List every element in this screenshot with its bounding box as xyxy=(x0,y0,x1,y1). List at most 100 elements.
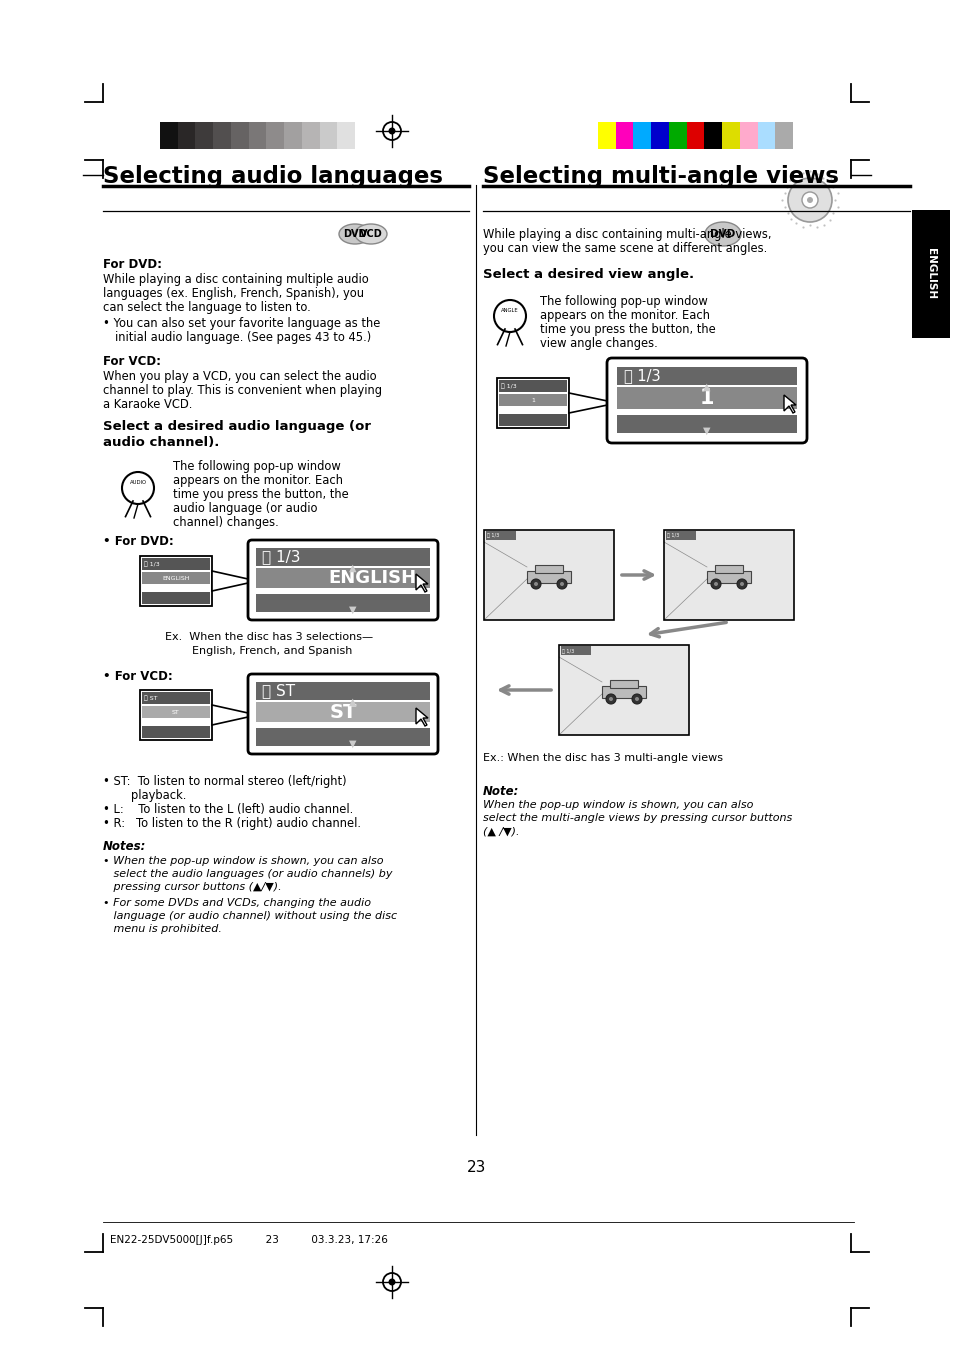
Bar xyxy=(663,530,793,620)
Bar xyxy=(337,122,355,149)
Text: menu is prohibited.: menu is prohibited. xyxy=(103,924,222,934)
Bar xyxy=(483,530,614,620)
Text: 📷 1/3: 📷 1/3 xyxy=(500,384,517,389)
Text: initial audio language. (See pages 43 to 45.): initial audio language. (See pages 43 to… xyxy=(115,331,371,345)
Bar xyxy=(160,122,177,149)
Text: DVD: DVD xyxy=(710,230,735,239)
Bar xyxy=(558,644,688,735)
Bar xyxy=(617,415,796,434)
Text: ▲: ▲ xyxy=(349,697,356,707)
Bar xyxy=(255,594,430,612)
Bar xyxy=(535,565,562,573)
Bar xyxy=(140,557,212,607)
Circle shape xyxy=(534,582,537,586)
Text: select the multi-angle views by pressing cursor buttons: select the multi-angle views by pressing… xyxy=(482,813,791,823)
Bar xyxy=(911,209,949,338)
Text: VCD: VCD xyxy=(359,230,382,239)
Text: ANGLE: ANGLE xyxy=(500,308,518,312)
Bar xyxy=(703,122,721,149)
Bar xyxy=(284,122,301,149)
Circle shape xyxy=(635,697,639,701)
Bar xyxy=(651,122,668,149)
Polygon shape xyxy=(783,394,795,413)
Circle shape xyxy=(559,582,563,586)
Text: The following pop-up window: The following pop-up window xyxy=(172,459,340,473)
Text: Select a desired view angle.: Select a desired view angle. xyxy=(482,267,694,281)
Bar xyxy=(255,703,430,721)
Text: time you press the button, the: time you press the button, the xyxy=(539,323,715,336)
Text: Ex.  When the disc has 3 selections—: Ex. When the disc has 3 selections— xyxy=(165,632,373,642)
Bar xyxy=(142,571,210,584)
Text: 23: 23 xyxy=(467,1161,486,1175)
Bar xyxy=(706,571,750,584)
Text: appears on the monitor. Each: appears on the monitor. Each xyxy=(172,474,343,486)
Bar xyxy=(598,122,615,149)
Text: English, French, and Spanish: English, French, and Spanish xyxy=(192,646,352,657)
Bar xyxy=(526,571,571,584)
Text: (▲ /▼).: (▲ /▼). xyxy=(482,825,519,836)
Circle shape xyxy=(531,580,540,589)
Ellipse shape xyxy=(355,224,387,245)
Text: The following pop-up window: The following pop-up window xyxy=(539,295,707,308)
Bar xyxy=(319,122,337,149)
Ellipse shape xyxy=(704,222,740,246)
Text: channel to play. This is convenient when playing: channel to play. This is convenient when… xyxy=(103,384,381,397)
Circle shape xyxy=(605,694,616,704)
Circle shape xyxy=(608,697,613,701)
Text: Selecting audio languages: Selecting audio languages xyxy=(103,165,442,188)
Polygon shape xyxy=(212,705,256,725)
Text: select the audio languages (or audio channels) by: select the audio languages (or audio cha… xyxy=(103,869,392,880)
Bar xyxy=(615,122,633,149)
Bar xyxy=(668,122,686,149)
Text: For DVD:: For DVD: xyxy=(103,258,162,272)
Text: pressing cursor buttons (▲/▼).: pressing cursor buttons (▲/▼). xyxy=(103,882,281,892)
Text: you can view the same scene at different angles.: you can view the same scene at different… xyxy=(482,242,766,255)
Text: channel) changes.: channel) changes. xyxy=(172,516,278,530)
Polygon shape xyxy=(416,708,428,725)
Bar xyxy=(142,558,210,570)
Bar xyxy=(142,707,210,717)
Circle shape xyxy=(557,580,566,589)
Bar xyxy=(231,122,249,149)
Text: Ex.: When the disc has 3 multi-angle views: Ex.: When the disc has 3 multi-angle vie… xyxy=(482,753,722,763)
Circle shape xyxy=(122,471,153,504)
Text: • For DVD:: • For DVD: xyxy=(103,535,173,549)
Circle shape xyxy=(737,580,746,589)
Text: While playing a disc containing multiple audio: While playing a disc containing multiple… xyxy=(103,273,369,286)
Bar xyxy=(255,567,430,588)
Bar xyxy=(757,122,775,149)
Bar xyxy=(142,692,210,704)
Polygon shape xyxy=(416,574,428,592)
FancyBboxPatch shape xyxy=(606,358,806,443)
Circle shape xyxy=(631,694,641,704)
Bar xyxy=(686,122,703,149)
Text: a Karaoke VCD.: a Karaoke VCD. xyxy=(103,399,193,411)
Bar xyxy=(721,122,739,149)
Bar xyxy=(775,122,792,149)
Bar xyxy=(249,122,266,149)
Bar xyxy=(140,690,212,740)
Text: ▼: ▼ xyxy=(349,605,356,615)
Text: • You can also set your favorite language as the: • You can also set your favorite languag… xyxy=(103,317,380,330)
Polygon shape xyxy=(212,571,256,590)
Circle shape xyxy=(494,300,525,332)
Text: When the pop-up window is shown, you can also: When the pop-up window is shown, you can… xyxy=(482,800,753,811)
Text: When you play a VCD, you can select the audio: When you play a VCD, you can select the … xyxy=(103,370,376,382)
Text: playback.: playback. xyxy=(131,789,186,802)
Circle shape xyxy=(388,127,395,135)
Bar xyxy=(617,386,796,409)
Text: • ST:  To listen to normal stereo (left/right): • ST: To listen to normal stereo (left/r… xyxy=(103,775,346,788)
Text: can select the language to listen to.: can select the language to listen to. xyxy=(103,301,311,313)
Circle shape xyxy=(740,582,743,586)
Text: ENGLISH: ENGLISH xyxy=(925,249,935,300)
Circle shape xyxy=(801,192,817,208)
Bar xyxy=(266,122,284,149)
Text: ENGLISH: ENGLISH xyxy=(328,569,416,586)
Polygon shape xyxy=(568,393,617,413)
Text: DVD: DVD xyxy=(343,230,366,239)
Text: Ⓧ 1/3: Ⓧ 1/3 xyxy=(144,561,159,567)
Text: For VCD:: For VCD: xyxy=(103,355,161,367)
Text: 📷 1/3: 📷 1/3 xyxy=(561,648,574,654)
Text: 📷 1/3: 📷 1/3 xyxy=(666,534,679,539)
Text: Selecting multi-angle views: Selecting multi-angle views xyxy=(482,165,838,188)
